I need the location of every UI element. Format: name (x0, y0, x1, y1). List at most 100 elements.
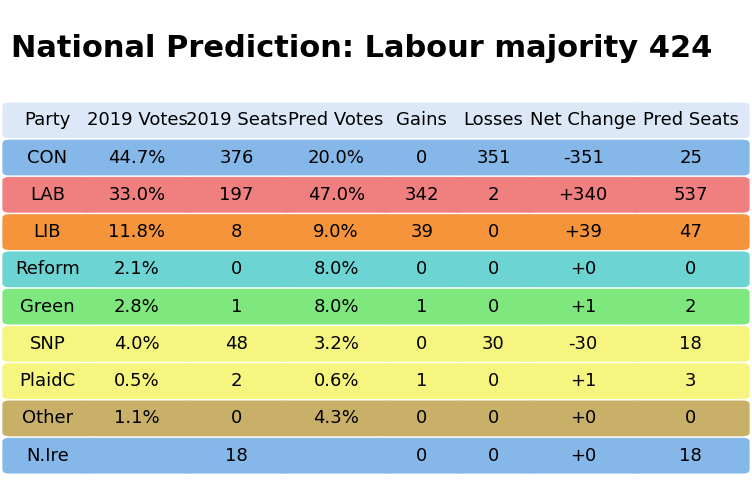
FancyBboxPatch shape (82, 289, 192, 324)
Text: 11.8%: 11.8% (108, 223, 165, 241)
Text: 39: 39 (411, 223, 433, 241)
FancyBboxPatch shape (453, 289, 535, 324)
FancyBboxPatch shape (524, 401, 642, 436)
FancyBboxPatch shape (82, 252, 192, 287)
FancyBboxPatch shape (82, 214, 192, 250)
FancyBboxPatch shape (453, 214, 535, 250)
FancyBboxPatch shape (82, 326, 192, 362)
Text: 0: 0 (416, 447, 427, 465)
FancyBboxPatch shape (381, 252, 462, 287)
Text: 0: 0 (416, 149, 427, 166)
FancyBboxPatch shape (524, 363, 642, 399)
FancyBboxPatch shape (82, 438, 192, 473)
Text: PlaidC: PlaidC (20, 372, 75, 390)
FancyBboxPatch shape (182, 326, 292, 362)
Text: 8.0%: 8.0% (314, 260, 359, 278)
FancyBboxPatch shape (381, 103, 462, 138)
FancyBboxPatch shape (632, 140, 750, 175)
Text: 47.0%: 47.0% (308, 186, 365, 204)
Text: +340: +340 (559, 186, 608, 204)
FancyBboxPatch shape (182, 289, 292, 324)
FancyBboxPatch shape (381, 289, 462, 324)
FancyBboxPatch shape (2, 363, 92, 399)
FancyBboxPatch shape (381, 326, 462, 362)
FancyBboxPatch shape (2, 401, 92, 436)
Text: 0: 0 (488, 447, 499, 465)
FancyBboxPatch shape (281, 438, 391, 473)
FancyBboxPatch shape (524, 326, 642, 362)
Text: 2.8%: 2.8% (114, 298, 160, 316)
Text: Other: Other (22, 409, 73, 427)
Text: 48: 48 (225, 335, 248, 353)
FancyBboxPatch shape (281, 214, 391, 250)
FancyBboxPatch shape (182, 252, 292, 287)
Text: +0: +0 (570, 260, 596, 278)
FancyBboxPatch shape (381, 363, 462, 399)
Text: +1: +1 (570, 372, 596, 390)
FancyBboxPatch shape (524, 438, 642, 473)
FancyBboxPatch shape (281, 252, 391, 287)
Text: 25: 25 (679, 149, 702, 166)
Text: 0: 0 (488, 372, 499, 390)
Text: 44.7%: 44.7% (108, 149, 165, 166)
Text: 2019 Seats: 2019 Seats (186, 111, 287, 129)
FancyBboxPatch shape (2, 438, 92, 473)
Text: 1.1%: 1.1% (114, 409, 159, 427)
Text: -30: -30 (569, 335, 598, 353)
Text: 0: 0 (488, 298, 499, 316)
Text: Pred Votes: Pred Votes (289, 111, 384, 129)
Text: 1: 1 (416, 298, 427, 316)
FancyBboxPatch shape (381, 438, 462, 473)
FancyBboxPatch shape (453, 140, 535, 175)
FancyBboxPatch shape (632, 326, 750, 362)
Text: National Prediction: Labour majority 424: National Prediction: Labour majority 424 (11, 34, 713, 63)
Text: 0.5%: 0.5% (114, 372, 159, 390)
Text: 0: 0 (416, 260, 427, 278)
Text: Green: Green (20, 298, 74, 316)
Text: 47: 47 (679, 223, 702, 241)
Text: 33.0%: 33.0% (108, 186, 165, 204)
Text: 4.3%: 4.3% (314, 409, 359, 427)
Text: Gains: Gains (396, 111, 447, 129)
FancyBboxPatch shape (2, 252, 92, 287)
FancyBboxPatch shape (182, 401, 292, 436)
Text: 2: 2 (231, 372, 242, 390)
Text: 18: 18 (225, 447, 248, 465)
FancyBboxPatch shape (182, 103, 292, 138)
Text: 0: 0 (488, 409, 499, 427)
FancyBboxPatch shape (2, 177, 92, 212)
Text: 197: 197 (220, 186, 253, 204)
FancyBboxPatch shape (453, 438, 535, 473)
FancyBboxPatch shape (281, 140, 391, 175)
Text: SNP: SNP (29, 335, 65, 353)
FancyBboxPatch shape (453, 401, 535, 436)
Text: 0: 0 (685, 409, 696, 427)
FancyBboxPatch shape (82, 401, 192, 436)
FancyBboxPatch shape (381, 214, 462, 250)
FancyBboxPatch shape (182, 438, 292, 473)
FancyBboxPatch shape (524, 140, 642, 175)
FancyBboxPatch shape (182, 363, 292, 399)
Text: Party: Party (24, 111, 71, 129)
Text: Reform: Reform (15, 260, 80, 278)
FancyBboxPatch shape (632, 363, 750, 399)
FancyBboxPatch shape (632, 103, 750, 138)
Text: 0: 0 (231, 409, 242, 427)
Text: 351: 351 (476, 149, 511, 166)
FancyBboxPatch shape (281, 363, 391, 399)
FancyBboxPatch shape (632, 214, 750, 250)
Text: LIB: LIB (34, 223, 61, 241)
FancyBboxPatch shape (381, 140, 462, 175)
Text: Pred Seats: Pred Seats (643, 111, 738, 129)
FancyBboxPatch shape (2, 103, 92, 138)
Text: 30: 30 (482, 335, 505, 353)
Text: +0: +0 (570, 447, 596, 465)
Text: 0: 0 (416, 335, 427, 353)
FancyBboxPatch shape (453, 326, 535, 362)
FancyBboxPatch shape (453, 103, 535, 138)
Text: 1: 1 (416, 372, 427, 390)
Text: 9.0%: 9.0% (314, 223, 359, 241)
FancyBboxPatch shape (381, 401, 462, 436)
Text: 18: 18 (679, 447, 702, 465)
Text: 1: 1 (231, 298, 242, 316)
